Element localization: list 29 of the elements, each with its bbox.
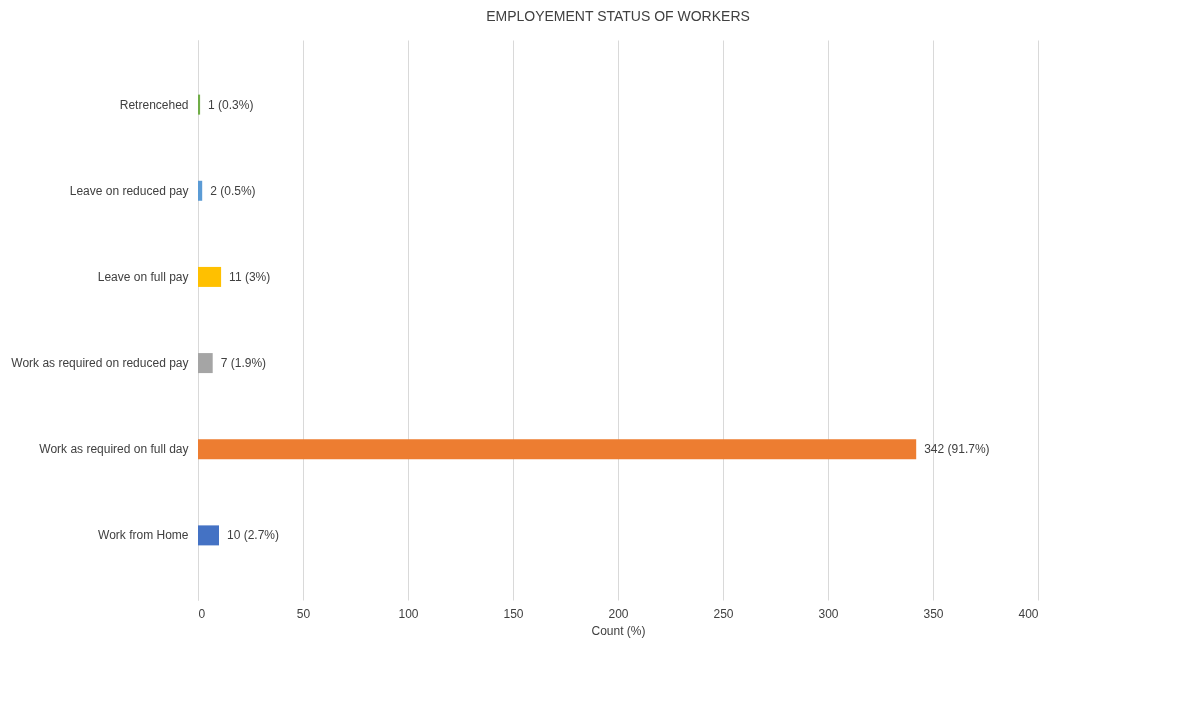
y-tick-label: Work as required on reduced pay <box>11 356 189 371</box>
x-tick-label: 350 <box>923 606 944 621</box>
bar <box>198 439 917 460</box>
data-label: 2 (0.5%) <box>210 183 256 198</box>
bar <box>198 180 203 201</box>
x-tick-label: 400 <box>1018 606 1039 621</box>
y-tick-label: Leave on full pay <box>97 269 189 284</box>
data-label: 10 (2.7%) <box>227 528 280 543</box>
data-label: 11 (3%) <box>229 269 271 284</box>
data-label: 342 (91.7%) <box>924 442 990 457</box>
y-tick-label: Leave on reduced pay <box>69 183 189 198</box>
data-label: 1 (0.3%) <box>208 97 254 112</box>
x-tick-label: 0 <box>198 606 206 621</box>
x-axis-title: Count (%) <box>591 623 646 638</box>
data-label: 7 (1.9%) <box>220 356 267 371</box>
x-tick-label: 200 <box>608 606 629 621</box>
x-tick-label: 50 <box>296 606 311 621</box>
y-tick-label: Work as required on full day <box>39 442 189 457</box>
bar <box>198 525 219 546</box>
bar <box>198 94 201 115</box>
y-tick-label: Work from Home <box>98 528 189 543</box>
x-tick-label: 250 <box>713 606 734 621</box>
x-tick-label: 150 <box>503 606 524 621</box>
bar <box>198 353 213 374</box>
x-tick-label: 100 <box>398 606 419 621</box>
x-tick-label: 300 <box>818 606 839 621</box>
y-tick-label: Retrencehed <box>119 97 189 112</box>
chart-title: EMPLOYEMENT STATUS OF WORKERS <box>486 8 750 24</box>
bar <box>198 266 222 287</box>
